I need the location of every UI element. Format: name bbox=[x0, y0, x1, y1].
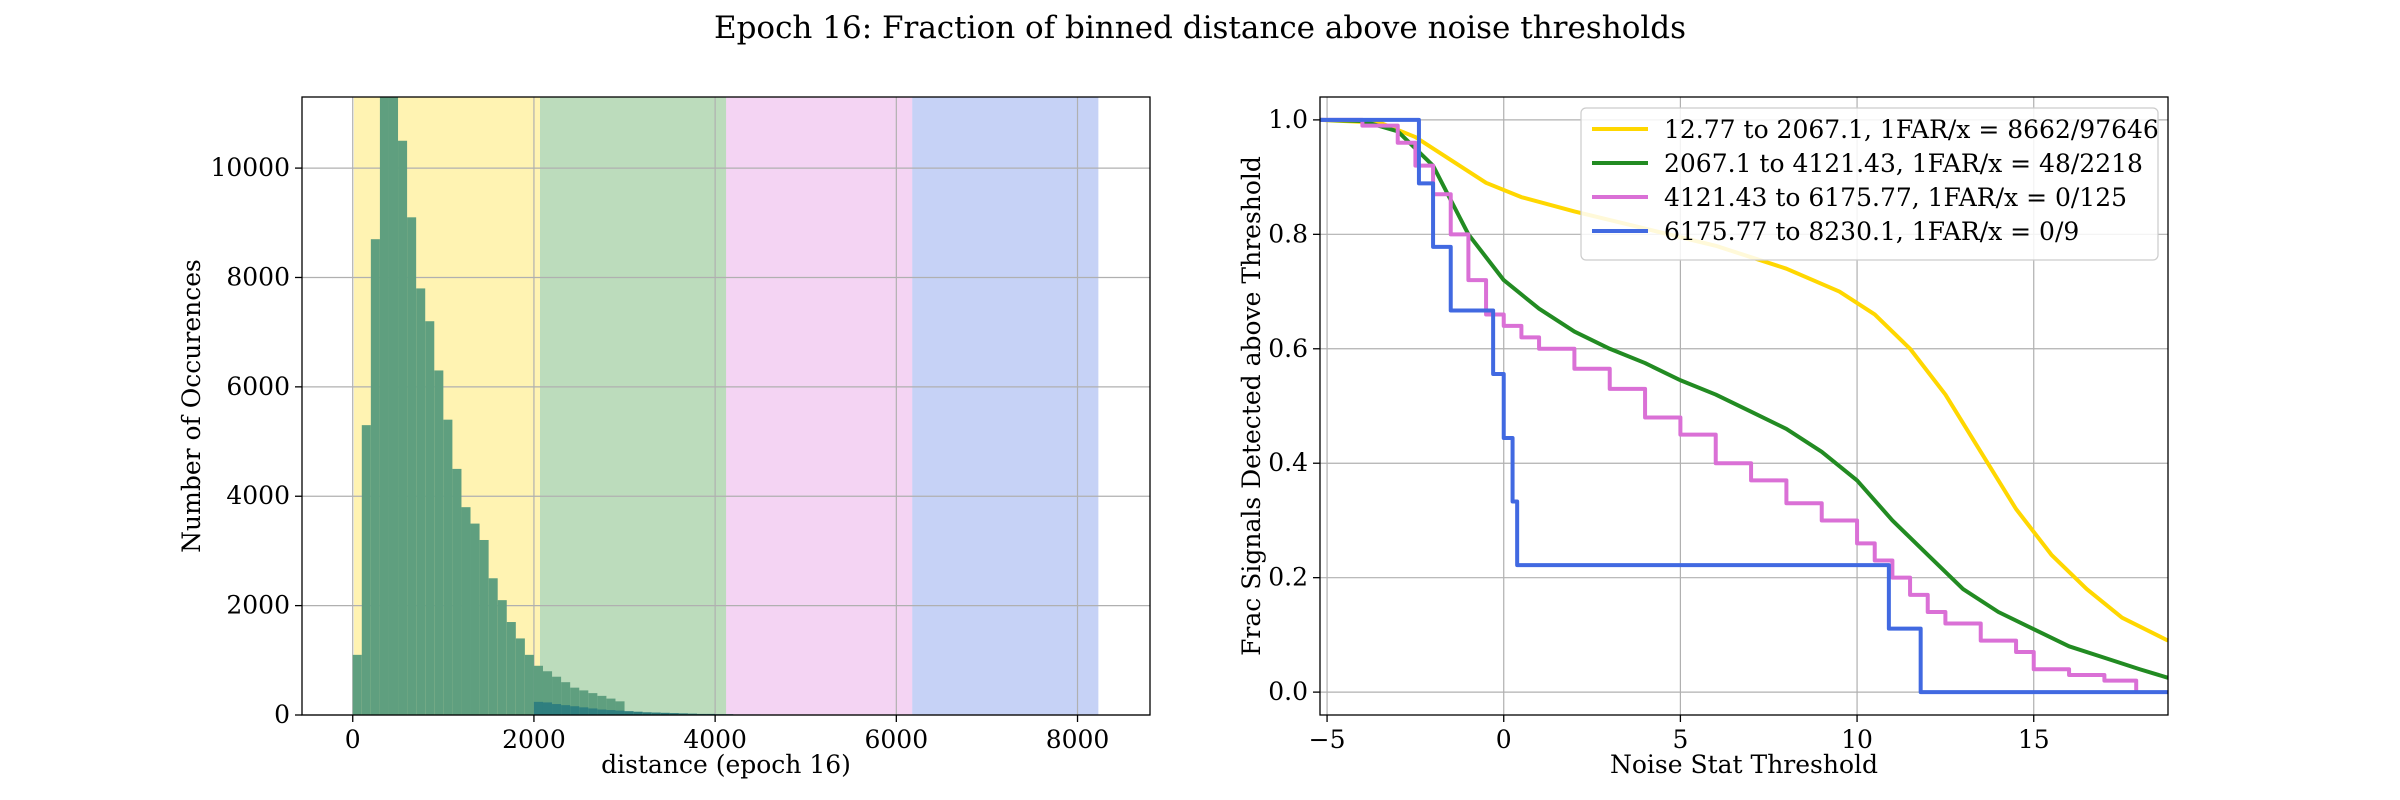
histogram-bar bbox=[533, 701, 543, 715]
histogram-bar bbox=[488, 578, 498, 715]
histogram-bar bbox=[651, 712, 661, 715]
histogram-bar bbox=[479, 539, 489, 715]
histogram-bar bbox=[461, 507, 471, 715]
right-x-tick-label: 5 bbox=[1672, 725, 1688, 754]
histogram-bar bbox=[506, 622, 516, 715]
legend-entry-label: 2067.1 to 4121.43, 1FAR/x = 48/2218 bbox=[1664, 149, 2143, 178]
figure-title: Epoch 16: Fraction of binned distance ab… bbox=[714, 10, 1686, 46]
histogram-bar bbox=[515, 638, 525, 715]
distance-bin-band-3 bbox=[912, 97, 1099, 715]
histogram-bar bbox=[470, 523, 480, 715]
left-x-axis-label: distance (epoch 16) bbox=[601, 750, 851, 779]
histogram-bar bbox=[570, 706, 580, 715]
legend-box bbox=[1580, 107, 2159, 261]
histogram-bar bbox=[597, 695, 607, 715]
histogram-bar bbox=[379, 97, 389, 715]
right-x-tick-label: 0 bbox=[1496, 725, 1512, 754]
histogram-bar bbox=[552, 704, 562, 715]
histogram-bar bbox=[561, 705, 571, 715]
right-x-axis-label: Noise Stat Threshold bbox=[1610, 750, 1878, 779]
right-x-tick-label: 10 bbox=[1841, 725, 1873, 754]
left-y-tick-label: 2000 bbox=[226, 591, 290, 620]
histogram-bar bbox=[388, 97, 399, 715]
left-y-tick-label: 10000 bbox=[210, 153, 290, 182]
histogram-bar bbox=[579, 690, 589, 715]
series-line-2 bbox=[1320, 117, 2139, 693]
histogram-bar bbox=[561, 682, 571, 715]
right-y-axis-label: Frac Signals Detected above Threshold bbox=[1237, 156, 1266, 656]
histogram-bar bbox=[579, 707, 589, 715]
histogram-bar bbox=[416, 288, 426, 715]
histogram-bar bbox=[552, 676, 562, 715]
histogram-bar bbox=[443, 419, 453, 715]
histogram-bar bbox=[633, 711, 643, 715]
series-line-0 bbox=[1319, 117, 2169, 643]
left-y-tick-label: 4000 bbox=[226, 481, 290, 510]
legend-entry-label: 12.77 to 2067.1, 1FAR/x = 8662/97646 bbox=[1664, 115, 2159, 144]
legend: 12.77 to 2067.1, 1FAR/x = 8662/97646 2067… bbox=[1580, 107, 2159, 261]
legend-entry-label: 4121.43 to 6175.77, 1FAR/x = 0/125 bbox=[1664, 183, 2127, 212]
histogram-bar bbox=[497, 600, 507, 715]
right-x-tick-label: 15 bbox=[2018, 725, 2050, 754]
left-y-tick-label: 0 bbox=[274, 700, 290, 729]
histogram-bar bbox=[361, 425, 371, 715]
right-y-tick-label: 0.4 bbox=[1268, 448, 1308, 477]
histogram-bar bbox=[524, 654, 534, 715]
histogram-bar bbox=[452, 468, 462, 715]
histogram-bar bbox=[606, 710, 616, 715]
histogram-bar bbox=[615, 701, 625, 715]
right-plot-frame bbox=[1319, 96, 2169, 716]
histogram-bar bbox=[687, 713, 698, 715]
histogram-bar bbox=[407, 217, 417, 715]
left-y-tick-label: 8000 bbox=[226, 262, 290, 291]
left-x-tick-label: 2000 bbox=[502, 725, 566, 754]
histogram-bar bbox=[533, 665, 543, 715]
histogram-bar bbox=[615, 710, 625, 715]
distance-bin-band-2 bbox=[726, 97, 913, 715]
line-chart: −5 0 5 10 15 0.0 0.2 0.4 0.6 0.8 1.0 12.77 to 2067… bbox=[1237, 96, 2169, 779]
right-y-tick-label: 0.8 bbox=[1268, 219, 1308, 248]
histogram-bar bbox=[597, 709, 607, 715]
histogram-chart: 0 2000 4000 6000 80000200040006000800010000 … bbox=[177, 96, 1151, 779]
histogram-bar bbox=[542, 702, 553, 715]
histogram-bar bbox=[660, 712, 670, 715]
left-y-tick-label: 6000 bbox=[226, 372, 290, 401]
histogram-bar bbox=[542, 671, 553, 715]
histogram-bar bbox=[642, 712, 652, 715]
right-y-tick-label: 0.6 bbox=[1268, 334, 1308, 363]
right-y-tick-label: 1.0 bbox=[1268, 105, 1308, 134]
histogram-bar bbox=[678, 713, 688, 715]
histogram-bar bbox=[588, 693, 598, 715]
histogram-bar bbox=[669, 713, 679, 715]
histogram-bar bbox=[434, 370, 444, 715]
histogram-bar bbox=[370, 239, 380, 715]
left-plot-frame bbox=[301, 96, 1151, 716]
histogram-bar bbox=[624, 711, 634, 715]
histogram-bar bbox=[570, 687, 580, 715]
legend-entry-label: 6175.77 to 8230.1, 1FAR/x = 0/9 bbox=[1664, 217, 2079, 246]
right-y-tick-label: 0.0 bbox=[1268, 677, 1308, 706]
histogram-bar bbox=[606, 698, 616, 715]
series-line-1 bbox=[1319, 117, 2169, 680]
left-x-tick-label: 4000 bbox=[683, 725, 747, 754]
left-x-tick-label: 6000 bbox=[865, 725, 929, 754]
histogram-bar bbox=[588, 708, 598, 715]
left-y-axis-label: Number of Occurences bbox=[177, 259, 206, 553]
right-y-tick-label: 0.2 bbox=[1268, 563, 1308, 592]
left-x-tick-label: 0 bbox=[345, 725, 361, 754]
histogram-bar bbox=[352, 654, 362, 715]
left-x-tick-label: 8000 bbox=[1046, 725, 1110, 754]
histogram-bar bbox=[425, 321, 435, 715]
right-x-tick-label: −5 bbox=[1309, 725, 1346, 754]
distance-bin-band-1 bbox=[540, 97, 727, 715]
histogram-bar bbox=[398, 140, 408, 716]
series-line-3 bbox=[1320, 117, 2168, 695]
